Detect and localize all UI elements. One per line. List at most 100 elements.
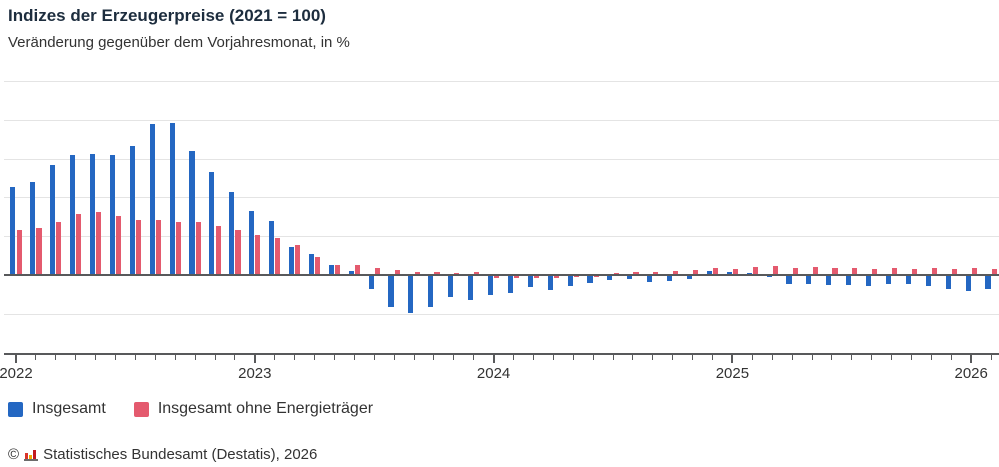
- bar-ohne-energietraeger: [255, 234, 261, 274]
- bar-ohne-energietraeger: [414, 272, 420, 274]
- x-axis-minor-tick: [532, 355, 534, 360]
- bar-insgesamt: [925, 276, 931, 287]
- bar-ohne-energietraeger: [295, 244, 301, 274]
- bar-insgesamt: [726, 272, 732, 274]
- bar-insgesamt: [10, 187, 16, 274]
- bar-ohne-energietraeger: [374, 268, 380, 274]
- legend-item-insgesamt: Insgesamt: [8, 400, 106, 418]
- x-axis-minor-tick: [891, 355, 893, 360]
- x-axis-year-label: 2024: [476, 365, 511, 382]
- bar-ohne-energietraeger: [613, 272, 619, 274]
- x-axis-year-label: 2023: [238, 365, 272, 382]
- gridline: [4, 158, 999, 160]
- bar-insgesamt: [448, 276, 454, 298]
- bar-ohne-energietraeger: [394, 269, 400, 274]
- bar-ohne-energietraeger: [991, 268, 997, 274]
- bar-insgesamt: [269, 221, 275, 274]
- bar-ohne-energietraeger: [971, 267, 977, 274]
- bar-insgesamt: [667, 276, 673, 281]
- x-axis-minor-tick: [831, 355, 833, 360]
- bar-ohne-energietraeger: [673, 270, 679, 274]
- x-axis-minor-tick: [473, 355, 475, 360]
- bar-ohne-energietraeger: [315, 257, 321, 274]
- bar-ohne-energietraeger: [454, 272, 460, 274]
- bar-insgesamt: [468, 276, 474, 300]
- bar-insgesamt: [766, 276, 772, 278]
- bar-ohne-energietraeger: [135, 219, 142, 274]
- x-axis-minor-tick: [652, 355, 654, 360]
- bar-insgesamt: [89, 154, 96, 274]
- bar-insgesamt: [567, 276, 573, 286]
- x-axis-minor-tick: [572, 355, 574, 360]
- legend-item-ohne-energietraeger: Insgesamt ohne Energieträger: [133, 400, 373, 418]
- legend-swatch-red-icon: [133, 401, 149, 417]
- bar-ohne-energietraeger: [931, 268, 938, 274]
- x-axis-minor-tick: [115, 355, 116, 360]
- x-axis-year-label: 2026: [954, 365, 988, 382]
- bar-insgesamt: [189, 151, 195, 274]
- bar-ohne-energietraeger: [852, 268, 858, 274]
- bar-insgesamt: [846, 276, 852, 286]
- x-axis-minor-tick: [393, 355, 395, 360]
- bar-insgesamt: [109, 154, 115, 274]
- bar-ohne-energietraeger: [434, 272, 440, 274]
- bar-insgesamt: [348, 270, 354, 274]
- x-axis-minor-tick: [75, 355, 77, 360]
- chart-title: Indizes der Erzeugerpreise (2021 = 100): [8, 6, 326, 25]
- bar-ohne-energietraeger: [772, 266, 778, 274]
- destatis-logo-icon: [24, 448, 39, 461]
- bar-ohne-energietraeger: [832, 268, 838, 274]
- bar-insgesamt: [507, 276, 513, 294]
- x-axis-minor-tick: [194, 355, 196, 360]
- x-axis-minor-tick: [433, 355, 435, 360]
- x-axis-minor-tick: [373, 355, 375, 360]
- bar-insgesamt: [686, 276, 693, 280]
- x-axis-minor-tick: [274, 355, 276, 360]
- x-axis-major-tick: [15, 355, 17, 363]
- bar-ohne-energietraeger: [912, 268, 918, 274]
- x-axis-major-tick: [731, 355, 734, 363]
- x-axis-major-tick: [970, 355, 973, 363]
- bar-ohne-energietraeger: [474, 272, 480, 274]
- x-axis-minor-tick: [632, 355, 634, 360]
- x-axis-minor-tick: [950, 355, 952, 360]
- bar-insgesamt: [826, 276, 832, 285]
- gridline: [4, 81, 999, 82]
- x-axis-minor-tick: [712, 355, 713, 360]
- bar-ohne-energietraeger: [334, 264, 341, 274]
- bar-ohne-energietraeger: [892, 268, 898, 274]
- gridline: [4, 313, 999, 315]
- bar-ohne-energietraeger: [732, 268, 739, 274]
- bar-insgesamt: [945, 276, 951, 290]
- bar-insgesamt: [368, 276, 374, 289]
- bar-insgesamt: [885, 276, 892, 285]
- bar-ohne-energietraeger: [16, 229, 22, 274]
- bar-insgesamt: [169, 122, 175, 274]
- bar-ohne-energietraeger: [872, 268, 878, 274]
- bar-insgesamt: [70, 154, 76, 274]
- bar-insgesamt: [806, 276, 812, 284]
- bar-ohne-energietraeger: [116, 216, 122, 274]
- bar-ohne-energietraeger: [195, 222, 201, 274]
- bar-ohne-energietraeger: [354, 265, 360, 274]
- bar-ohne-energietraeger: [653, 272, 659, 274]
- x-axis-minor-tick: [154, 355, 156, 360]
- x-axis-year-label: 2025: [715, 365, 750, 382]
- bar-insgesamt: [30, 182, 36, 274]
- x-axis-minor-tick: [353, 355, 355, 360]
- copyright-symbol: ©: [8, 446, 20, 463]
- bar-ohne-energietraeger: [533, 276, 540, 278]
- x-axis-minor-tick: [35, 355, 37, 360]
- bar-insgesamt: [288, 247, 295, 274]
- x-axis-minor-tick: [751, 355, 753, 360]
- x-axis-minor-tick: [413, 355, 415, 360]
- bar-insgesamt: [547, 276, 553, 291]
- gridline: [4, 119, 999, 121]
- bar-ohne-energietraeger: [792, 268, 798, 274]
- bar-ohne-energietraeger: [693, 269, 699, 274]
- bar-insgesamt: [985, 276, 991, 289]
- bar-ohne-energietraeger: [235, 229, 241, 274]
- x-axis-minor-tick: [592, 355, 594, 360]
- source-text: Statistisches Bundesamt (Destatis), 2026: [43, 446, 318, 463]
- x-axis-minor-tick: [811, 355, 813, 360]
